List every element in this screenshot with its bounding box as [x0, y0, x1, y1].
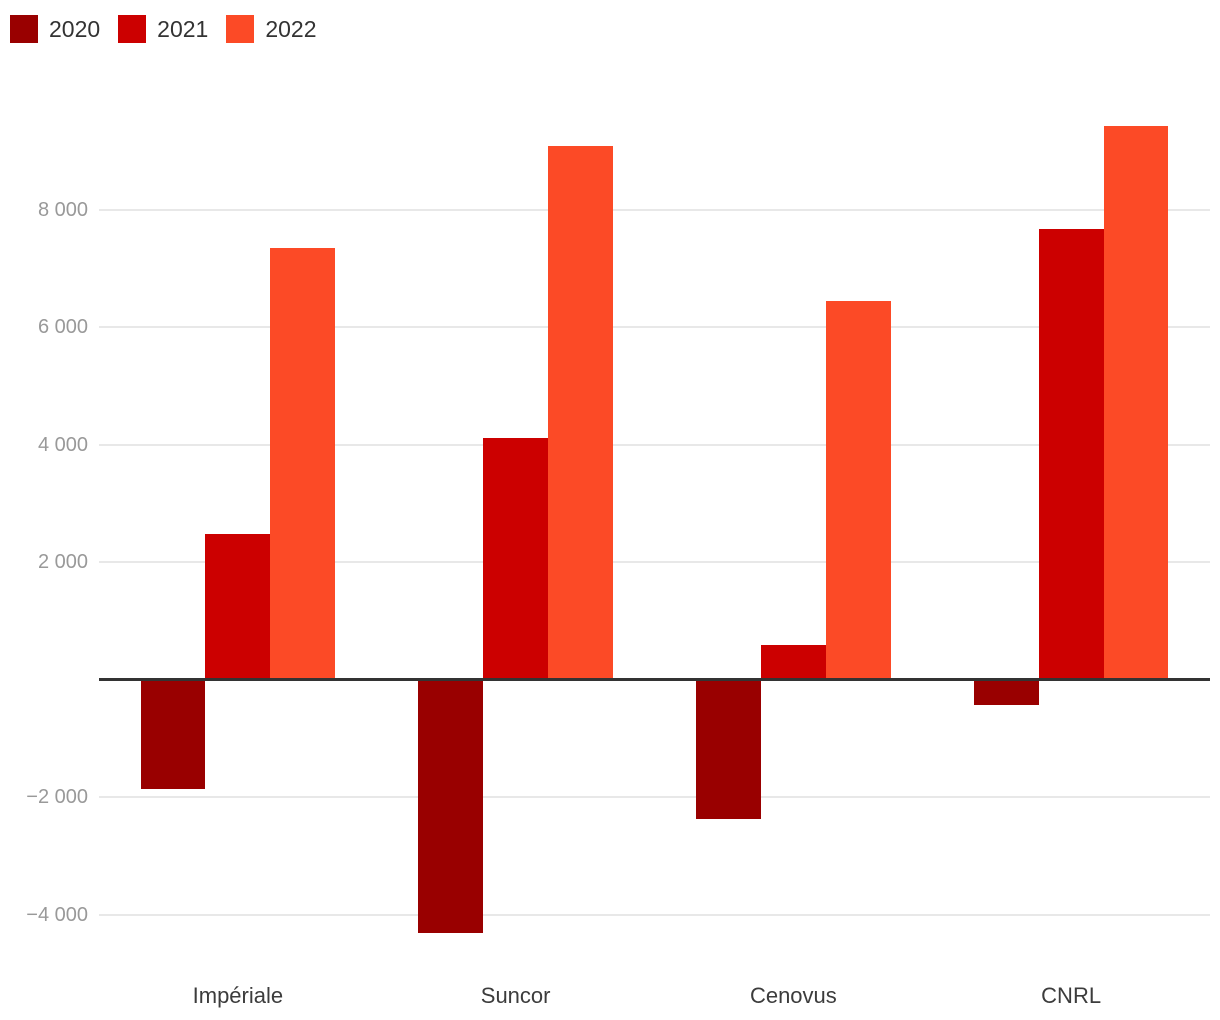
zero-axis-line — [99, 678, 1210, 681]
legend-swatch-2022 — [226, 15, 255, 43]
x-axis-label-cnrl: CNRL — [1041, 983, 1102, 1008]
y-axis-tick-label: 8 000 — [37, 198, 88, 221]
bar-2022-suncor[interactable] — [548, 146, 613, 680]
bar-2020-impériale[interactable] — [140, 679, 206, 789]
y-axis-tick-label: 2 000 — [37, 551, 88, 573]
gridline--2000 — [99, 796, 1210, 798]
bar-2021-cnrl[interactable] — [1038, 229, 1104, 680]
gridline-4000 — [99, 443, 1210, 446]
x-axis-label-impériale: Impériale — [192, 983, 284, 1008]
bar-2020-cenovus[interactable] — [696, 679, 761, 820]
y-axis-tick-label: −4 000 — [26, 903, 88, 926]
gridline-2000 — [99, 561, 1210, 563]
legend-label-2020: 2020 — [49, 16, 101, 42]
bar-2022-cenovus[interactable] — [825, 300, 891, 680]
bar-2021-impériale[interactable] — [205, 533, 271, 680]
x-axis-label-cenovus: Cenovus — [749, 983, 837, 1008]
x-axis-label-suncor: Suncor — [480, 983, 551, 1008]
bar-2020-suncor[interactable] — [418, 679, 484, 934]
legend-label-2021: 2021 — [157, 16, 209, 42]
gridline--4000 — [99, 913, 1210, 916]
legend-item-2021[interactable]: 2021 — [118, 15, 208, 43]
legend-swatch-2021 — [118, 15, 147, 43]
bar-2021-cenovus[interactable] — [760, 645, 826, 680]
legend-swatch-2020 — [10, 15, 38, 43]
y-axis-tick-label: −2 000 — [26, 786, 88, 808]
legend-item-2020[interactable]: 2020 — [10, 15, 100, 43]
bar-2021-suncor[interactable] — [483, 437, 549, 680]
bar-2022-impériale[interactable] — [270, 248, 336, 680]
legend: 2020 2021 2022 — [10, 15, 317, 43]
bar-2020-cnrl[interactable] — [973, 679, 1039, 706]
bar-2022-cnrl[interactable] — [1103, 126, 1169, 680]
gridline-6000 — [99, 326, 1210, 328]
legend-label-2022: 2022 — [265, 16, 317, 42]
y-axis-tick-label: 4 000 — [37, 433, 88, 456]
y-axis-tick-label: 6 000 — [37, 316, 88, 338]
gridline-8000 — [99, 208, 1210, 211]
legend-item-2022[interactable]: 2022 — [226, 15, 317, 43]
